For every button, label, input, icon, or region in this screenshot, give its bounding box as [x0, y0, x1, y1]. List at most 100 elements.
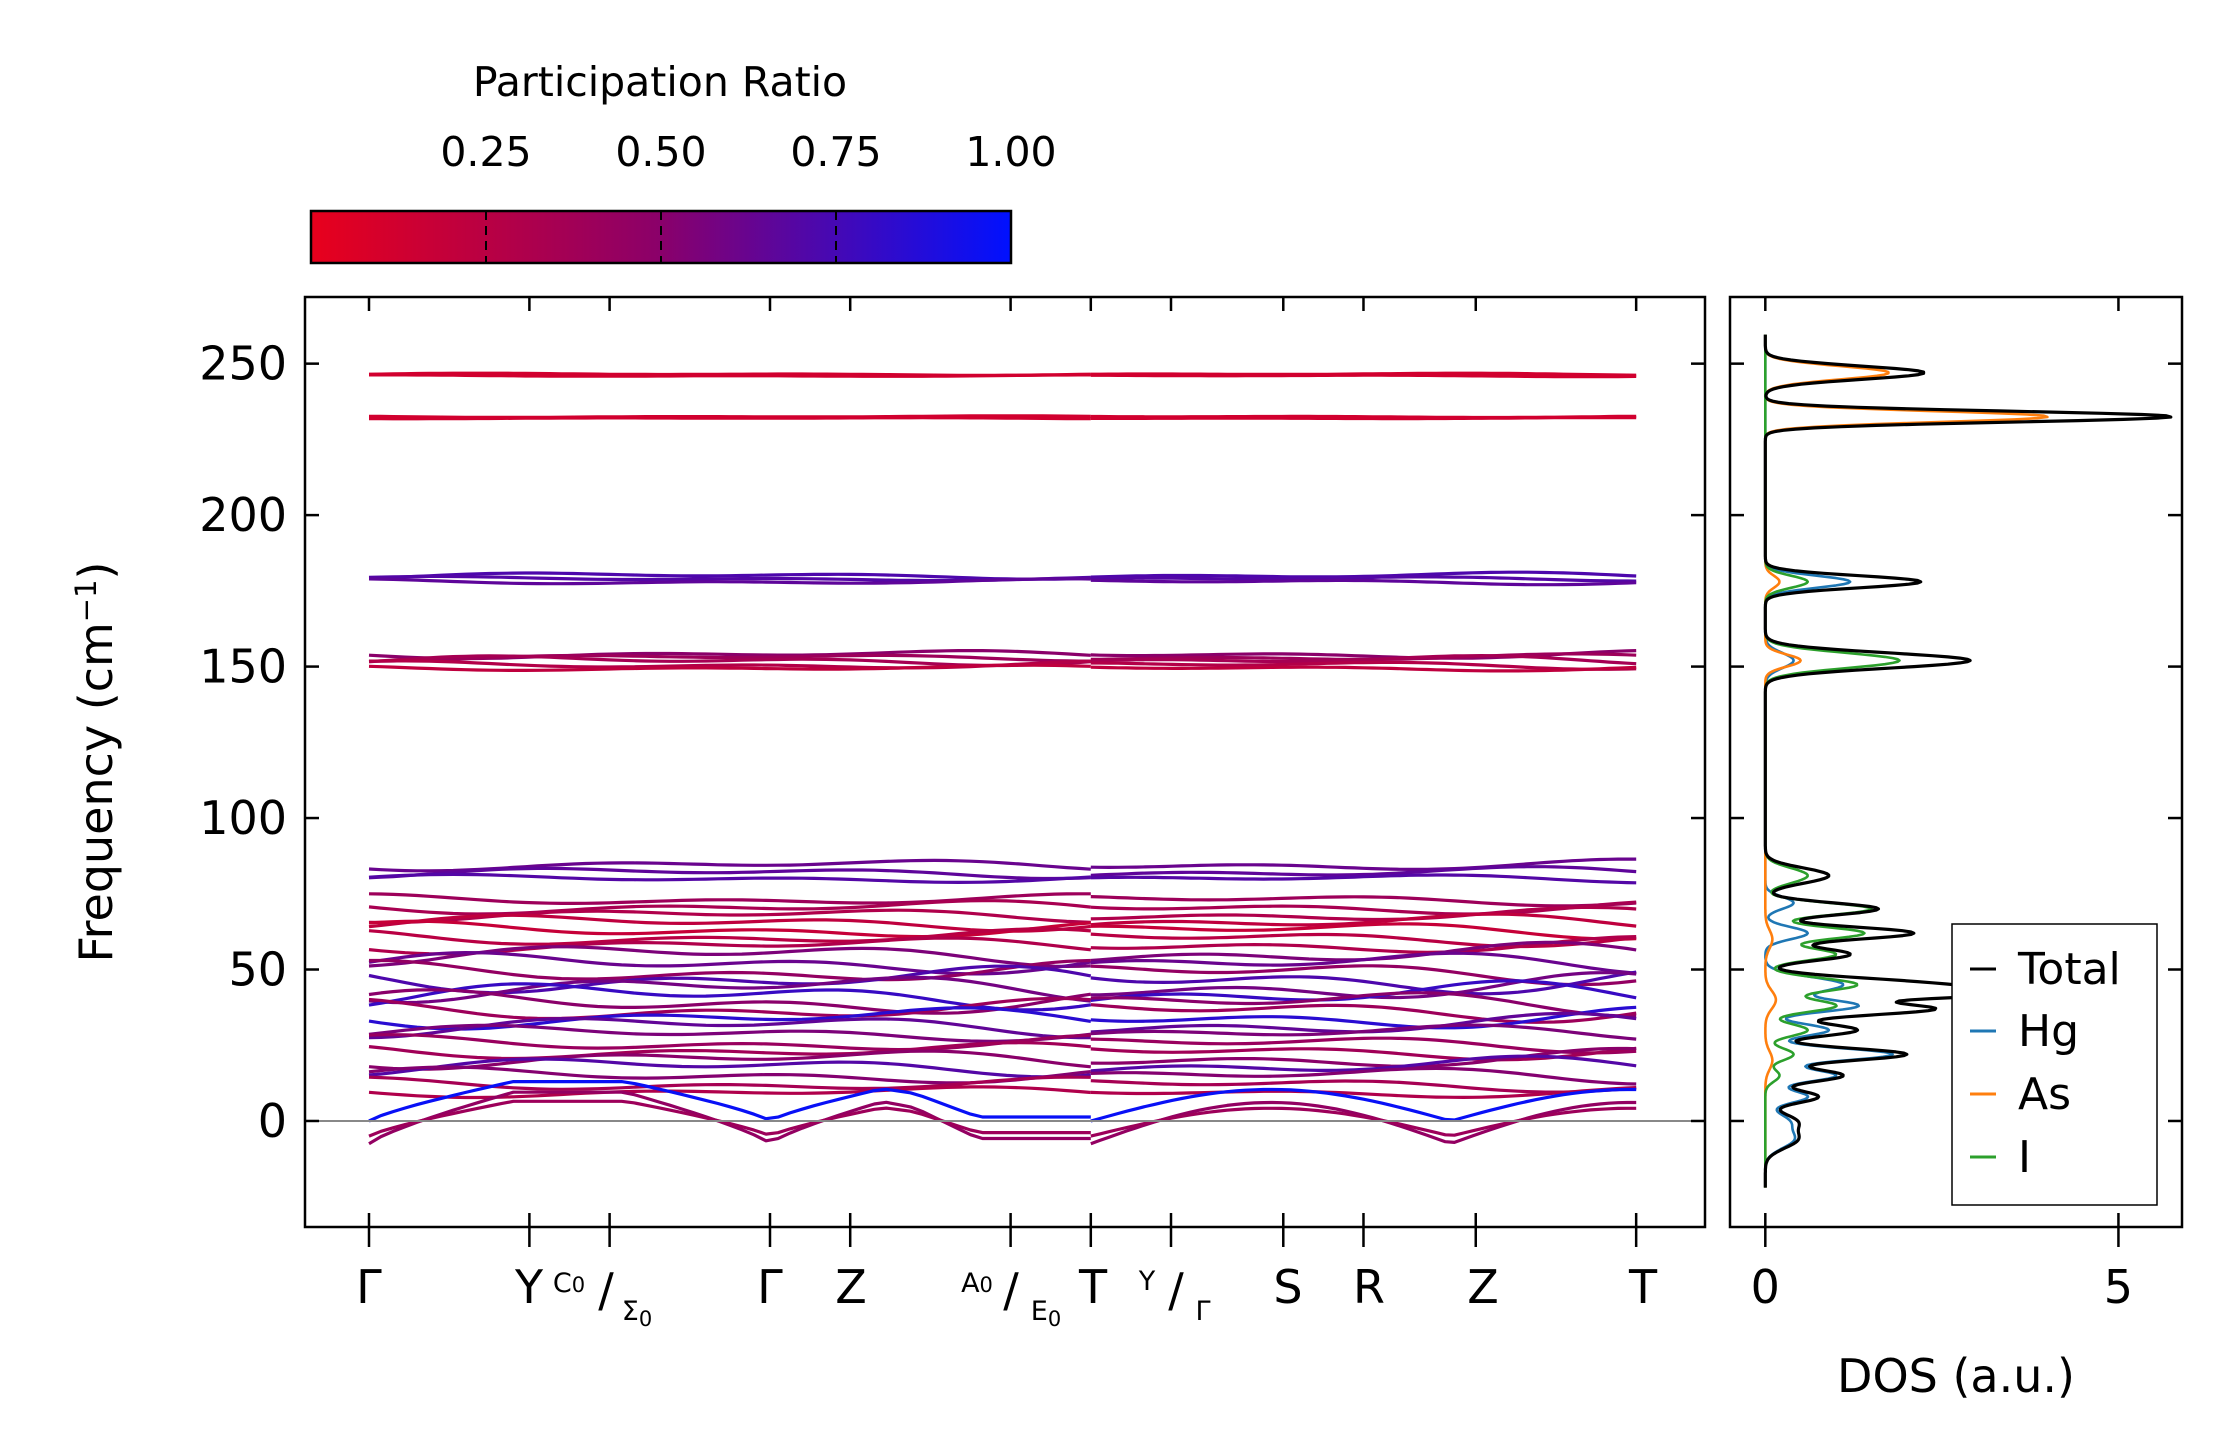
colorbar-tick-label: 1.00 [965, 128, 1056, 176]
kpath-label-z-2: Z [1467, 1260, 1499, 1314]
phonon-band [1090, 991, 1637, 1018]
phonon-band [1090, 922, 1637, 941]
kpath-label-z: Z [835, 1260, 867, 1314]
phonon-band [368, 899, 1091, 916]
legend-entry-i: I [1970, 1132, 2031, 1183]
phonon-band [368, 1041, 1091, 1061]
acoustic-branch-la [1090, 1087, 1637, 1123]
phonon-band [1090, 1003, 1637, 1024]
phonon-band [1090, 865, 1637, 877]
phonon-band [368, 913, 1091, 933]
dos-x-tick-label: 5 [2104, 1260, 2133, 1314]
y-axis-label-sup: −1 [69, 579, 103, 622]
kpath-label-s: S [1273, 1260, 1302, 1314]
legend-entry-as: As [1970, 1069, 2071, 1120]
band-lines [368, 371, 1637, 1146]
legend-label-hg: Hg [2018, 1006, 2079, 1057]
y-tick-label: 50 [228, 943, 287, 997]
band-axes-frame [303, 295, 1707, 1229]
acoustic-branch-ta1 [1090, 1100, 1637, 1146]
phonon-band [369, 653, 1091, 663]
phonon-band [369, 416, 1091, 421]
phonon-band [368, 1085, 1091, 1100]
kpath-label-slash-3: / [1168, 1263, 1184, 1317]
dos-legend: Total Hg As I [1951, 923, 2158, 1206]
phonon-band [368, 577, 1091, 586]
legend-entry-total: Total [1970, 944, 2121, 995]
phonon-band [368, 988, 1092, 1015]
y-tick-label: 0 [258, 1094, 287, 1148]
kpath-label-r: R [1353, 1260, 1385, 1314]
y-axis-label-tail: ) [69, 561, 123, 579]
kpath-label-c0: C0 [553, 1268, 585, 1299]
y-axis-label: Frequency (cm−1) [69, 561, 123, 962]
kpath-label-gamma-2: Γ [757, 1260, 783, 1314]
phonon-band [1090, 979, 1637, 1002]
dos-x-tick-label: 0 [1751, 1260, 1780, 1314]
phonon-band [1090, 1046, 1637, 1068]
phonon-band [1090, 578, 1637, 587]
legend-label-total: Total [2017, 944, 2121, 995]
y-tick-label: 200 [199, 488, 287, 542]
phonon-band [1090, 895, 1637, 908]
phonon-band [368, 872, 1091, 885]
kpath-label-gamma: Γ [356, 1260, 382, 1314]
colorbar-title: Participation Ratio [473, 58, 847, 106]
phonon-band [368, 996, 1091, 1021]
phonon-band [368, 1057, 1091, 1079]
phonon-band [1090, 575, 1637, 583]
phonon-band [1090, 970, 1637, 996]
kpath-label-a0: A0 [961, 1268, 993, 1299]
phonon-band [1090, 1036, 1637, 1055]
dos-curve-total [1763, 334, 2173, 1189]
kpath-label-e0: E0 [1031, 1296, 1061, 1331]
phonon-band [1090, 416, 1637, 421]
phonon-band [368, 945, 1091, 969]
kpath-label-y: Y [514, 1260, 544, 1314]
phonon-band [368, 1006, 1092, 1031]
y-tick-label: 150 [199, 640, 287, 694]
phonon-band [369, 958, 1091, 982]
phonon-band [1090, 951, 1637, 975]
kpath-label-gamma-3: Γ [1195, 1296, 1210, 1327]
acoustic-branch-la [368, 1079, 1091, 1123]
phonon-band [368, 571, 1091, 581]
dos-axes-frame [1728, 295, 2184, 1229]
band-axis-ticks: 0 50 100 150 200 250 [199, 297, 1705, 1247]
legend-label-as: As [2018, 1069, 2071, 1120]
legend-label-i: I [2018, 1132, 2031, 1183]
legend-entry-hg: Hg [1970, 1006, 2079, 1057]
y-axis-label-text: Frequency (cm [69, 622, 123, 962]
kpath-label-slash: / [598, 1263, 614, 1317]
dos-x-axis-label: DOS (a.u.) [1837, 1349, 2075, 1403]
phonon-band [369, 373, 1091, 378]
phonon-band [368, 927, 1091, 946]
phonon-band [368, 663, 1091, 673]
phonon-band [1090, 1054, 1637, 1073]
colorbar-tick-label: 0.25 [440, 128, 531, 176]
colorbar: Participation Ratio 0.25 0.50 0.75 1.00 [309, 58, 1057, 265]
acoustic-branch-ta2 [1090, 1106, 1637, 1138]
kpath-label-t: T [1078, 1260, 1108, 1314]
kpath-labels: Γ Y C0 / Σ0 Γ Z A0 / E0 T Y / Γ S R Z T [356, 1260, 1658, 1331]
phonon-band [1090, 1079, 1637, 1094]
phonon-band [1090, 1023, 1637, 1041]
acoustic-branch-ta2 [368, 1099, 1091, 1138]
phonon-band [1090, 857, 1637, 872]
y-tick-label: 250 [199, 337, 287, 391]
kpath-label-y-2: Y [1138, 1266, 1156, 1297]
phonon-band [1090, 660, 1637, 671]
phonon-band [368, 1016, 1091, 1040]
phonon-band [1090, 905, 1637, 922]
kpath-label-slash-2: / [1003, 1263, 1019, 1317]
phonon-band [1090, 653, 1637, 666]
phonon-band [368, 866, 1091, 881]
band-structure-panel: 0 50 100 150 200 250 Frequency (cm−1) Γ Y C0 … [69, 295, 1707, 1331]
phonon-band [1090, 1005, 1637, 1030]
kpath-label-sigma0: Σ0 [622, 1296, 652, 1331]
phonon-band [368, 892, 1091, 906]
y-tick-label: 100 [199, 791, 287, 845]
phonon-band [368, 1033, 1091, 1052]
